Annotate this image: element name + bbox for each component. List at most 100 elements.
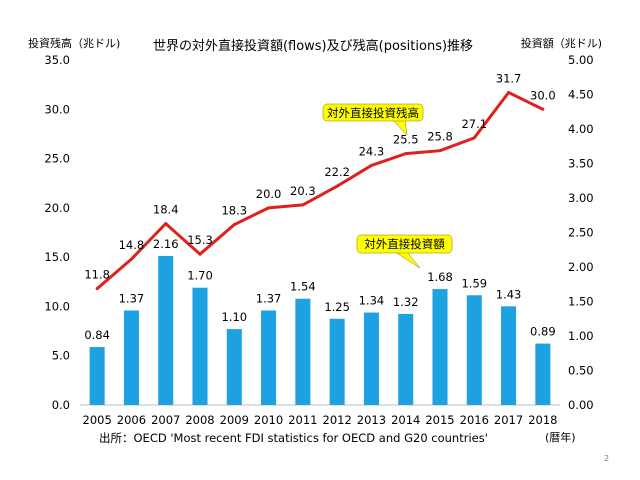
bar-label-2008: 1.70 <box>187 269 213 283</box>
right-axis-label: 投資額（兆ドル) <box>521 36 602 50</box>
bar-label-2009: 1.10 <box>221 310 247 324</box>
line-label-2006: 14.8 <box>119 238 145 252</box>
line-label-2012: 22.2 <box>324 165 350 179</box>
line-point-2012 <box>335 184 339 188</box>
line-label-2018: 30.0 <box>530 88 556 102</box>
annotation-stock-box <box>322 103 424 122</box>
bar-2018 <box>535 343 551 405</box>
line-label-2011: 20.3 <box>290 184 316 198</box>
bar-2017 <box>501 306 517 405</box>
line-point-2009 <box>232 223 236 227</box>
line-label-2008: 15.3 <box>187 233 213 247</box>
line-label-2007: 18.4 <box>153 203 179 217</box>
bar-labels: 0.84 1.37 2.16 1.70 1.10 1.37 1.54 1.25 1.34 1.32… <box>84 237 555 342</box>
left-tick-15.0: 15.0 <box>44 250 70 264</box>
bar-label-2015: 1.68 <box>427 270 453 284</box>
bar-label-2012: 1.25 <box>324 300 350 314</box>
x-tick-2017: 2017 <box>494 413 523 427</box>
x-tick-2008: 2008 <box>185 413 214 427</box>
right-tick-2.00: 2.00 <box>568 260 594 274</box>
x-tick-2010: 2010 <box>254 413 283 427</box>
line-point-2013 <box>369 163 373 167</box>
line-point-2018 <box>541 107 545 111</box>
left-tick-30.0: 30.0 <box>44 102 70 116</box>
left-tick-20.0: 20.0 <box>44 201 70 215</box>
left-axis-label: 投資残高（兆ドル) <box>28 36 120 50</box>
line-point-2007 <box>164 222 168 226</box>
right-tick-3.50: 3.50 <box>568 157 594 171</box>
line-label-2015: 25.8 <box>427 130 453 144</box>
bar-2009 <box>226 329 242 405</box>
annotation-flow-text: 対外直接投資額 <box>364 237 445 251</box>
x-tick-2016: 2016 <box>460 413 489 427</box>
line-point-2010 <box>267 206 271 210</box>
annotation-flow-pointer <box>394 251 421 269</box>
right-axis-ticks: 0.00 0.50 1.00 1.50 2.00 2.50 3.00 3.50 4.00 4.50… <box>568 53 594 412</box>
bar-2011 <box>295 298 311 405</box>
line-label-2016: 27.1 <box>461 117 487 131</box>
line-point-2005 <box>95 287 99 291</box>
x-tick-2011: 2011 <box>288 413 317 427</box>
line-path <box>96 91 544 290</box>
left-tick-10.0: 10.0 <box>44 299 70 313</box>
bar-2012 <box>329 318 345 405</box>
line-point-2016 <box>472 136 476 140</box>
x-tick-2015: 2015 <box>425 413 454 427</box>
left-tick-5.0: 5.0 <box>52 349 70 363</box>
bar-2007 <box>158 255 174 405</box>
x-tick-2014: 2014 <box>391 413 420 427</box>
x-tick-2009: 2009 <box>220 413 249 427</box>
line-series <box>95 91 545 291</box>
line-point-2011 <box>301 203 305 207</box>
x-tick-2005: 2005 <box>83 413 112 427</box>
left-tick-35.0: 35.0 <box>44 53 70 67</box>
line-point-2015 <box>438 149 442 153</box>
bar-label-2010: 1.37 <box>256 291 282 305</box>
annotation-stock-text: 対外直接投資残高 <box>327 106 419 120</box>
bar-label-2007: 2.16 <box>153 237 179 251</box>
bar-2006 <box>123 310 139 405</box>
bar-2008 <box>192 287 208 405</box>
annotation-flow-callout: 対外直接投資額 <box>356 234 453 269</box>
line-labels: 11.8 14.8 18.4 15.3 18.3 20.0 20.3 22.2 24.3 25.5… <box>84 72 555 282</box>
right-tick-3.00: 3.00 <box>568 191 594 205</box>
line-point-2014 <box>404 152 408 156</box>
x-tick-2012: 2012 <box>323 413 352 427</box>
line-point-2017 <box>507 91 511 95</box>
bar-2010 <box>261 310 277 405</box>
line-point-2006 <box>129 257 133 261</box>
bar-label-2018: 0.89 <box>530 325 556 339</box>
line-label-2013: 24.3 <box>359 144 385 158</box>
line-label-2010: 20.0 <box>256 187 282 201</box>
right-tick-4.50: 4.50 <box>568 88 594 102</box>
line-label-2009: 18.3 <box>221 204 247 218</box>
bar-label-2005: 0.84 <box>84 328 110 342</box>
annotation-flow-box <box>356 234 453 254</box>
bar-2014 <box>398 313 414 405</box>
bar-label-2016: 1.59 <box>461 276 487 290</box>
x-tick-2013: 2013 <box>357 413 386 427</box>
source-note: 出所：OECD 'Most recent FDI statistics for … <box>99 431 488 445</box>
bar-2005 <box>89 347 105 405</box>
bar-label-2017: 1.43 <box>496 287 522 301</box>
left-tick-25.0: 25.0 <box>44 152 70 166</box>
right-tick-5.00: 5.00 <box>568 53 594 67</box>
x-axis-unit: (暦年) <box>545 430 576 444</box>
line-label-2005: 11.8 <box>84 268 110 282</box>
right-tick-2.50: 2.50 <box>568 226 594 240</box>
bar-label-2013: 1.34 <box>359 294 385 308</box>
annotation-stock-callout: 対外直接投資残高 <box>322 103 424 136</box>
x-tick-2006: 2006 <box>117 413 146 427</box>
line-label-2014: 25.5 <box>393 133 419 147</box>
bar-2016 <box>466 295 482 405</box>
left-axis-ticks: 0.0 5.0 10.0 15.0 20.0 25.0 30.0 35.0 <box>44 53 70 412</box>
chart-title: 世界の対外直接投資額(flows)及び残高(positions)推移 <box>153 38 473 54</box>
bar-label-2014: 1.32 <box>393 295 419 309</box>
bar-label-2011: 1.54 <box>290 280 316 294</box>
line-label-2017: 31.7 <box>496 72 522 86</box>
bar-series <box>89 255 551 405</box>
right-tick-4.00: 4.00 <box>568 122 594 136</box>
right-tick-0.00: 0.00 <box>568 398 594 412</box>
line-point-2008 <box>198 252 202 256</box>
